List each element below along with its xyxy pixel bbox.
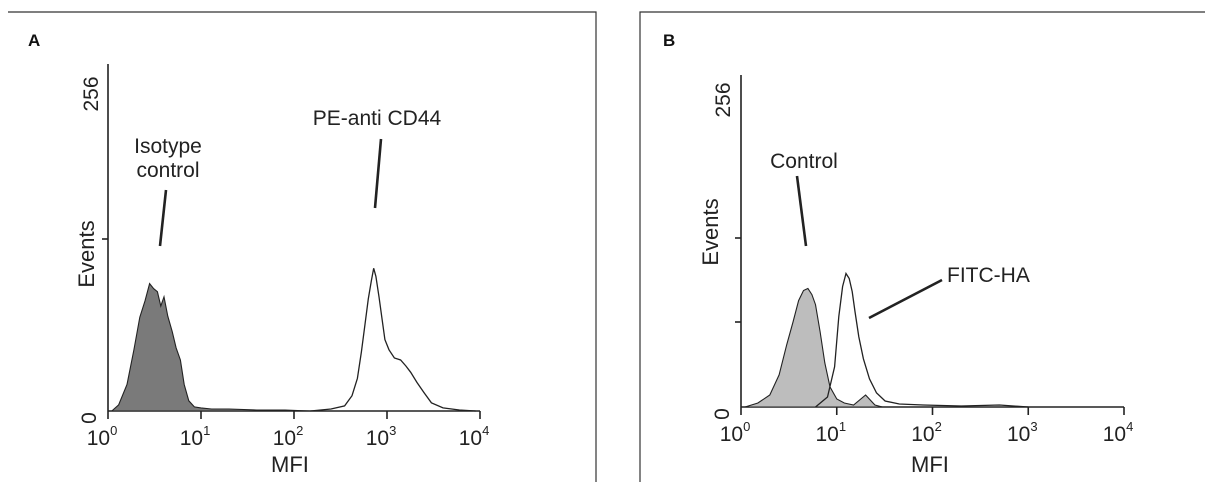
- y-axis-title: Events: [74, 220, 99, 287]
- panel-b-frame: [639, 11, 1205, 482]
- histogram-pe-anti-cd44: [310, 268, 476, 412]
- x-tick-label: 102: [273, 423, 304, 450]
- y-tick-label-zero: 0: [78, 412, 101, 424]
- x-axis-title: MFI: [911, 452, 949, 477]
- x-tick-label: 101: [180, 423, 211, 450]
- histogram-control: [744, 287, 883, 408]
- y-tick-label-zero: 0: [711, 408, 734, 420]
- annotation-fitc-ha: FITC-HA: [947, 264, 1030, 287]
- y-tick-label-max: 256: [80, 76, 103, 111]
- x-tick-label: 104: [459, 423, 490, 450]
- panel-a-frame: [8, 11, 597, 482]
- histogram-fitc-ha: [815, 271, 1029, 408]
- x-tick-label: 104: [1103, 419, 1134, 446]
- panel-b-histogram: 100 101 102 103 104 256 0 Events MFI Control FITC-…: [698, 75, 1133, 477]
- x-tick-label: 100: [87, 423, 118, 450]
- y-axis-title: Events: [698, 198, 723, 265]
- panel-a-label: A: [28, 31, 40, 50]
- x-axis-title: MFI: [271, 452, 309, 477]
- annotation-pointer: [868, 278, 943, 320]
- annotation-pe-anti-cd44: PE-anti CD44: [313, 107, 442, 130]
- x-tick-label: 100: [720, 419, 751, 446]
- y-tick-label-max: 256: [712, 82, 735, 117]
- annotation-pointer: [373, 138, 383, 209]
- panel-a-histogram: 100 101 102 103 104 256 0 Events MFI Isotype contr…: [74, 64, 489, 477]
- histogram-isotype-control: [110, 282, 311, 412]
- x-tick-label: 102: [911, 419, 942, 446]
- annotation-pointer: [158, 189, 168, 247]
- annotation-isotype-control: Isotype control: [134, 135, 202, 182]
- x-tick-label: 101: [815, 419, 846, 446]
- annotation-pointer: [795, 175, 808, 247]
- x-tick-label: 103: [366, 423, 397, 450]
- annotation-control: Control: [770, 150, 838, 173]
- x-tick-label: 103: [1007, 419, 1038, 446]
- panel-b-label: B: [663, 31, 675, 50]
